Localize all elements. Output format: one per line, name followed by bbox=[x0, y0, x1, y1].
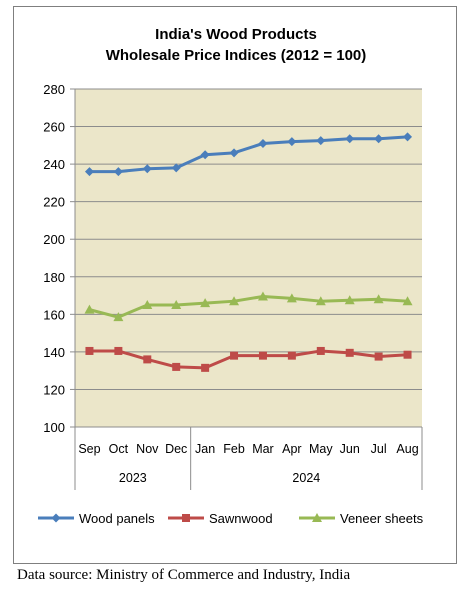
veneer-sheets-legend-marker bbox=[312, 513, 322, 522]
sawnwood-legend-marker bbox=[182, 514, 190, 522]
wood-panels-data-point bbox=[200, 150, 210, 160]
y-tick-label: 260 bbox=[43, 120, 65, 135]
y-tick-label: 120 bbox=[43, 382, 65, 397]
veneer-sheets-data-point bbox=[286, 293, 297, 303]
y-tick-label: 100 bbox=[43, 420, 65, 435]
x-tick-label: Jul bbox=[371, 442, 387, 456]
x-tick-label: Feb bbox=[223, 442, 245, 456]
y-tick-label: 160 bbox=[43, 307, 65, 322]
data-source-note: Data source: Ministry of Commerce and In… bbox=[17, 567, 351, 583]
y-tick-label: 140 bbox=[43, 345, 65, 360]
sawnwood-data-point bbox=[345, 348, 354, 357]
x-tick-label: Jan bbox=[195, 442, 215, 456]
wood-panels-data-point bbox=[374, 134, 384, 144]
x-tick-label: Nov bbox=[136, 442, 159, 456]
wood-panels-data-point bbox=[113, 167, 123, 177]
x-tick-label: Apr bbox=[282, 442, 301, 456]
veneer-sheets-data-point bbox=[344, 295, 355, 305]
veneer-sheets-data-point bbox=[113, 312, 124, 322]
veneer-sheets-data-point bbox=[200, 298, 211, 308]
veneer-sheets-series-line bbox=[89, 294, 408, 319]
y-tick-label: 200 bbox=[43, 232, 65, 247]
wood-panels-data-point bbox=[316, 136, 326, 146]
sawnwood-data-point bbox=[172, 362, 181, 371]
sawnwood-data-point bbox=[85, 346, 94, 355]
veneer-sheets-data-point bbox=[84, 304, 95, 314]
sawnwood-legend-label: Sawnwood bbox=[209, 511, 273, 526]
wood-panels-series-line bbox=[89, 135, 408, 174]
year-label: 2023 bbox=[119, 471, 147, 485]
veneer-sheets-data-point bbox=[142, 299, 153, 309]
wood-panels-data-point bbox=[345, 134, 355, 144]
y-tick-label: 240 bbox=[43, 157, 65, 172]
sawnwood-data-point bbox=[403, 350, 412, 359]
veneer-sheets-data-point bbox=[171, 299, 182, 309]
x-tick-label: Mar bbox=[252, 442, 274, 456]
legend: Wood panels Sawnwood Veneer sheets bbox=[38, 511, 424, 526]
x-tick-label: Jun bbox=[340, 442, 360, 456]
plot-background bbox=[75, 89, 422, 427]
chart-title-line-2: Wholesale Price Indices (2012 = 100) bbox=[106, 47, 367, 64]
sawnwood-data-point bbox=[374, 352, 383, 361]
veneer-sheets-legend-label: Veneer sheets bbox=[340, 511, 424, 526]
wood-panels-legend-label: Wood panels bbox=[79, 511, 155, 526]
wood-panels-data-point bbox=[142, 164, 152, 174]
veneer-sheets-data-point bbox=[229, 296, 240, 306]
veneer-sheets-data-point bbox=[402, 296, 413, 306]
y-tick-label: 280 bbox=[43, 82, 65, 97]
veneer-sheets-data-point bbox=[315, 296, 326, 306]
sawnwood-data-point bbox=[143, 355, 152, 364]
sawnwood-data-point bbox=[287, 351, 296, 360]
sawnwood-series-line bbox=[89, 349, 408, 370]
x-tick-label: Aug bbox=[396, 442, 418, 456]
x-tick-label: May bbox=[309, 442, 333, 456]
x-tick-label: Sep bbox=[78, 442, 100, 456]
sawnwood-data-point bbox=[316, 346, 325, 355]
x-tick-label: Dec bbox=[165, 442, 187, 456]
y-tick-label: 220 bbox=[43, 195, 65, 210]
sawnwood-data-point bbox=[201, 363, 210, 372]
wood-panels-data-point bbox=[287, 137, 297, 147]
plot-area: 100 120 140 160 180 200 220 240 260 280 Sep Oct Nov D… bbox=[43, 82, 423, 490]
chart-title-line-1: India's Wood Products bbox=[155, 26, 317, 43]
veneer-sheets-data-point bbox=[257, 291, 268, 301]
wood-panels-data-point bbox=[84, 167, 94, 177]
year-label: 2024 bbox=[292, 471, 320, 485]
wood-panels-data-point bbox=[171, 163, 181, 173]
y-tick-label: 180 bbox=[43, 270, 65, 285]
wood-panels-data-point bbox=[258, 138, 268, 148]
wood-panels-data-point bbox=[403, 132, 413, 142]
sawnwood-data-point bbox=[230, 351, 239, 360]
sawnwood-data-point bbox=[258, 351, 267, 360]
sawnwood-data-point bbox=[114, 346, 123, 355]
wood-panels-legend-marker bbox=[51, 513, 61, 523]
x-tick-label: Oct bbox=[109, 442, 129, 456]
wood-panels-data-point bbox=[229, 148, 239, 158]
veneer-sheets-data-point bbox=[373, 294, 384, 304]
